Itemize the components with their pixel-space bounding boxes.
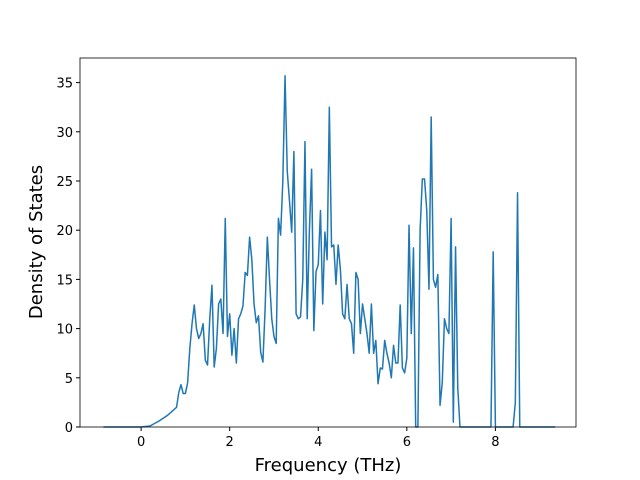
line bbox=[103, 74, 556, 428]
y-axis-label: Density of States bbox=[26, 165, 47, 319]
y-tick-label: 20 bbox=[56, 224, 73, 239]
x-tick-label: 0 bbox=[137, 435, 145, 450]
y-tick-label: 10 bbox=[56, 323, 73, 338]
plot-frame bbox=[79, 57, 577, 428]
y-tick-label: 15 bbox=[56, 273, 73, 288]
x-tick-label: 4 bbox=[314, 435, 322, 450]
y-tick-label: 30 bbox=[56, 126, 73, 141]
y-tick-label: 5 bbox=[65, 372, 73, 387]
x-tick-label: 2 bbox=[226, 435, 234, 450]
y-tick-label: 0 bbox=[65, 421, 73, 436]
x-tick-label: 6 bbox=[403, 435, 411, 450]
x-axis-label: Frequency (THz) bbox=[255, 455, 402, 476]
y-tick-label: 35 bbox=[56, 77, 73, 92]
y-tick-label: 25 bbox=[56, 175, 73, 190]
x-tick-label: 8 bbox=[491, 435, 499, 450]
